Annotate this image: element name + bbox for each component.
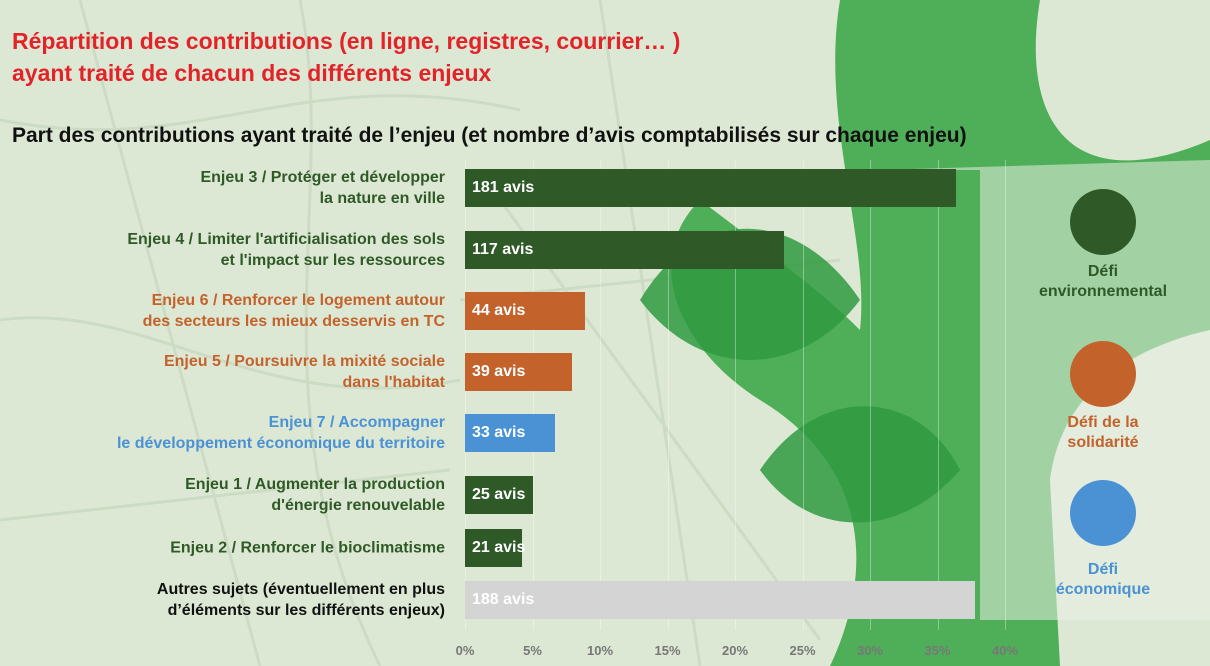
category-label: Enjeu 1 / Augmenter la production d'éner… (185, 476, 445, 514)
legend-label: Défi de la solidarité (1067, 414, 1139, 451)
bar-label: 21 avis (472, 539, 526, 556)
x-tick-label: 10% (586, 643, 614, 658)
legend-icon (1070, 480, 1136, 546)
grid-line (1005, 160, 1006, 630)
bar-label: 188 avis (472, 591, 535, 608)
legend-icon (1070, 341, 1136, 407)
category-label: Enjeu 7 / Accompagner le développement é… (116, 414, 445, 452)
bar-label: 25 avis (472, 486, 526, 503)
bar (465, 581, 976, 619)
legend-label: Défi économique (1055, 561, 1151, 598)
grid-line (600, 160, 601, 630)
grid-line (667, 160, 669, 630)
bar (465, 231, 784, 269)
category-label: Enjeu 6 / Renforcer le logement autour d… (142, 292, 445, 330)
category-label: Enjeu 3 / Protéger et développer la natu… (200, 169, 445, 207)
bar (465, 476, 533, 514)
grid-line (870, 160, 871, 630)
grid-line (802, 160, 804, 630)
leaf (760, 406, 960, 523)
grid-line (937, 160, 939, 630)
x-tick-label: 20% (721, 643, 749, 658)
bar-label: 181 avis (472, 179, 535, 196)
grid-line (465, 160, 466, 630)
title-line: Répartition des contributions (en ligne,… (12, 28, 681, 54)
subtitle: Part des contributions ayant traité de l… (12, 124, 967, 147)
bar (465, 353, 572, 391)
category-label: Enjeu 4 / Limiter l'artificialisation de… (127, 231, 445, 269)
bar-label: 44 avis (472, 302, 526, 319)
x-tick-label: 15% (654, 643, 681, 658)
x-tick-label: 40% (991, 643, 1019, 658)
grid-line (532, 160, 534, 630)
bar (465, 169, 957, 207)
bar (465, 292, 586, 330)
title-line: ayant traité de chacun des différents en… (12, 60, 492, 86)
x-tick-label: 5% (523, 643, 542, 658)
x-tick-label: 35% (924, 643, 951, 658)
x-tick-label: 30% (856, 643, 884, 658)
x-tick-label: 0% (455, 643, 475, 658)
category-label: Enjeu 5 / Poursuivre la mixité sociale d… (163, 353, 445, 391)
bar-label: 117 avis (472, 241, 534, 258)
legend-label: Défi environnemental (1038, 263, 1168, 300)
bar-label: 33 avis (472, 424, 526, 441)
legend-icon (1070, 189, 1136, 255)
x-tick-label: 25% (789, 643, 816, 658)
bar (465, 529, 522, 567)
bar-label: 39 avis (472, 363, 526, 380)
grid-line (735, 160, 736, 630)
bar (465, 414, 556, 452)
category-label: Autres sujets (éventuellement en plus d’… (156, 581, 445, 619)
category-label: Enjeu 2 / Renforcer le bioclimatisme (170, 539, 445, 557)
